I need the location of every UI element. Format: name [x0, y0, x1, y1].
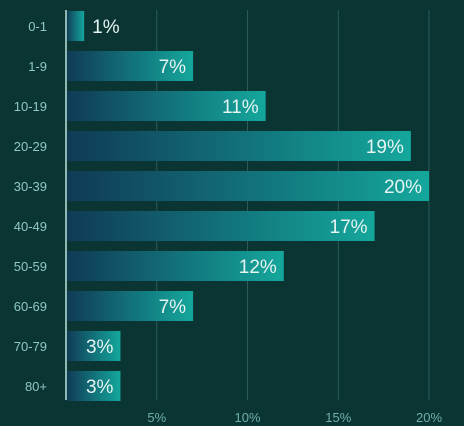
category-label: 60-69: [14, 299, 47, 314]
bars: [66, 11, 429, 401]
value-label: 19%: [366, 137, 404, 158]
value-labels: 1% 7% 11% 19% 20% 17% 12% 7% 3% 3%: [86, 17, 422, 398]
category-label: 10-19: [14, 99, 47, 114]
bar-80+: [66, 371, 121, 401]
bar-0-1: [66, 11, 85, 41]
bar-70-79: [66, 331, 121, 361]
value-label: 7%: [159, 57, 187, 78]
bar-30-39: [66, 171, 429, 201]
value-label: 11%: [222, 97, 259, 118]
category-labels: 0-1 1-9 10-19 20-29 30-39 40-49 50-59 60-69 70-7…: [14, 19, 47, 394]
x-tick-label: 15%: [325, 410, 351, 425]
category-label: 0-1: [28, 19, 47, 34]
x-tick-label: 5%: [147, 410, 166, 425]
category-label: 80+: [25, 379, 47, 394]
value-label: 20%: [384, 177, 422, 198]
bar-1-9: [66, 51, 194, 81]
value-label: 3%: [86, 377, 114, 398]
category-label: 40-49: [14, 219, 47, 234]
bar-40-49: [66, 211, 375, 241]
bar-20-29: [66, 131, 411, 161]
value-label: 3%: [86, 337, 114, 358]
x-tick-label: 10%: [234, 410, 260, 425]
x-axis-ticks: 5% 10% 15% 20%: [147, 410, 442, 425]
value-label: 1%: [92, 17, 120, 38]
bar-10-19: [66, 91, 266, 121]
category-label: 30-39: [14, 179, 47, 194]
x-tick-label: 20%: [416, 410, 442, 425]
value-label: 12%: [239, 257, 277, 278]
grid-lines: [156, 10, 430, 400]
bar-50-59: [66, 251, 284, 281]
category-label: 50-59: [14, 259, 47, 274]
value-label: 17%: [330, 217, 368, 238]
category-label: 1-9: [28, 59, 47, 74]
category-label: 70-79: [14, 339, 47, 354]
value-label: 7%: [159, 297, 187, 318]
bar-60-69: [66, 291, 194, 321]
category-label: 20-29: [14, 139, 47, 154]
